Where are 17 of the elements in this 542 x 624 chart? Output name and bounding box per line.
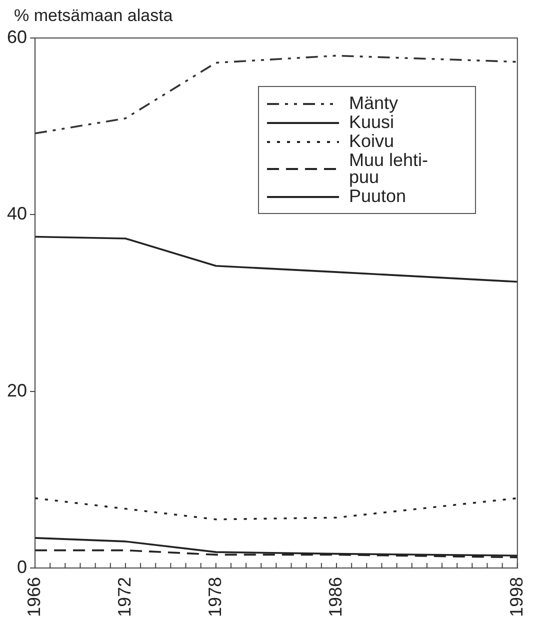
legend-label: Mänty — [349, 93, 400, 113]
y-tick-label: 0 — [17, 556, 28, 577]
x-tick-label: 1978 — [204, 576, 225, 618]
x-tick-label: 1998 — [506, 576, 526, 618]
line-series — [35, 497, 518, 520]
y-tick-label: 60 — [6, 26, 28, 47]
x-tick-label: 1972 — [114, 576, 134, 618]
legend-label: Puuton — [349, 186, 408, 206]
legend-label: Muu lehti-puu — [349, 150, 429, 187]
x-tick-label: 1966 — [24, 576, 44, 618]
legend-label: Kuusi — [349, 112, 394, 132]
x-tick-label: 1986 — [325, 576, 346, 618]
y-tick-label: 40 — [6, 204, 28, 224]
y-axis-title: % metsämaan alasta — [14, 6, 173, 26]
legend-label: Koivu — [349, 131, 396, 151]
line-series — [35, 54, 518, 134]
y-tick-label: 20 — [6, 380, 28, 400]
